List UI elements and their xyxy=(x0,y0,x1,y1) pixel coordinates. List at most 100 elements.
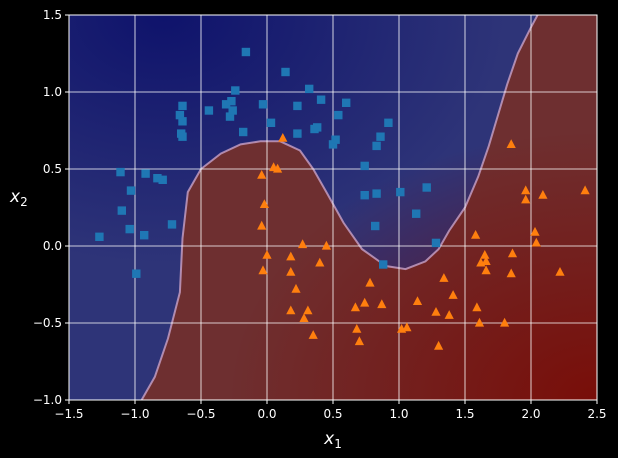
class-0-point xyxy=(158,175,167,184)
class-0-point xyxy=(328,140,338,149)
class-0-point xyxy=(334,110,343,120)
class-1-point xyxy=(352,324,362,333)
x-tick-label: 2.0 xyxy=(521,407,540,421)
class-0-point xyxy=(132,269,141,278)
class-1-point xyxy=(303,305,313,315)
class-1-point xyxy=(474,317,485,327)
class-1-point xyxy=(538,190,548,199)
class-1-point xyxy=(472,302,482,312)
y-tick-label: 0.5 xyxy=(43,162,62,176)
class-1-point xyxy=(481,256,491,265)
class-0-point xyxy=(221,100,231,109)
class-0-point xyxy=(241,47,251,57)
class-1-point xyxy=(500,317,510,327)
class-0-point xyxy=(266,118,276,127)
class-0-point xyxy=(178,101,187,111)
class-0-point xyxy=(231,86,240,95)
class-0-point xyxy=(372,189,381,198)
class-1-point xyxy=(507,248,518,258)
class-0-point xyxy=(422,183,431,192)
class-1-point xyxy=(531,237,541,247)
class-1-point xyxy=(286,267,296,276)
class-1-point xyxy=(262,250,272,259)
class-0-point xyxy=(379,260,388,269)
class-0-point xyxy=(258,100,268,109)
class-0-point xyxy=(396,187,405,197)
y-tick-label: −1.0 xyxy=(33,393,62,407)
x-tick-label: 1.0 xyxy=(389,407,408,421)
class-0-point xyxy=(228,106,237,115)
class-1-point xyxy=(354,336,364,346)
class-0-point xyxy=(167,220,177,229)
class-1-point xyxy=(257,170,267,179)
class-1-point xyxy=(377,299,387,309)
class-1-point xyxy=(434,340,444,350)
y-tick-label: 1.0 xyxy=(43,85,62,99)
y-tick-label: 1.5 xyxy=(43,8,62,22)
class-0-point xyxy=(153,174,162,183)
class-1-point xyxy=(402,322,412,332)
class-0-point xyxy=(376,132,385,141)
class-1-point xyxy=(448,290,458,299)
class-0-point xyxy=(116,167,125,177)
class-1-point xyxy=(321,240,331,250)
y-axis-label: x2 xyxy=(9,187,28,209)
class-0-point xyxy=(293,129,302,138)
class-0-point xyxy=(175,110,185,120)
class-0-point xyxy=(225,112,235,121)
class-0-point xyxy=(412,209,421,218)
class-0-point xyxy=(178,132,187,141)
class-0-point xyxy=(117,206,126,215)
class-0-point xyxy=(239,127,248,137)
class-1-point xyxy=(506,268,516,278)
x-tick-label: −1.5 xyxy=(54,407,83,421)
class-0-point xyxy=(371,221,380,231)
class-1-point xyxy=(365,277,375,287)
y-tick-label: −0.5 xyxy=(33,316,62,330)
class-1-point xyxy=(480,250,490,259)
class-1-point xyxy=(258,265,268,275)
class-0-point xyxy=(372,141,381,151)
class-1-point xyxy=(291,283,301,293)
class-0-point xyxy=(305,84,314,94)
class-0-point xyxy=(227,97,236,106)
class-0-point xyxy=(342,98,351,107)
x-tick-label: 0.5 xyxy=(323,407,342,421)
class-1-point xyxy=(308,330,318,339)
class-0-point xyxy=(178,117,187,126)
class-0-point xyxy=(95,232,104,241)
class-0-point xyxy=(384,118,393,127)
class-0-point xyxy=(141,169,150,178)
class-1-point xyxy=(299,313,309,322)
class-1-point xyxy=(481,265,491,275)
class-0-point xyxy=(360,161,369,171)
x-axis-label: x1 xyxy=(323,429,342,451)
class-1-point xyxy=(315,257,325,267)
class-1-point xyxy=(286,251,296,261)
class-1-point xyxy=(506,139,516,148)
class-1-point xyxy=(530,226,540,236)
class-1-point xyxy=(431,307,441,316)
class-0-point xyxy=(331,135,340,144)
class-0-point xyxy=(431,238,441,248)
decision-boundary xyxy=(140,15,539,400)
axis-ticks: −1.5 −1.0 −0.5 0.0 0.5 1.0 1.5 2.0 2.5−1.0−0.50.… xyxy=(33,8,607,421)
class-0-point xyxy=(360,191,369,200)
x-tick-label: 1.5 xyxy=(455,407,474,421)
class-1-point xyxy=(439,273,449,282)
class-1-point xyxy=(360,297,370,307)
class-0-point xyxy=(204,106,214,115)
y-tick-label: 0.0 xyxy=(43,239,62,253)
class-1-point xyxy=(350,302,360,312)
x-tick-label: 0.0 xyxy=(257,407,276,421)
class-1-point xyxy=(259,199,269,208)
class-1-point xyxy=(521,194,531,204)
class-1-point xyxy=(278,133,288,142)
class-1-point xyxy=(412,296,423,305)
class-0-point xyxy=(281,67,290,77)
x-tick-label: −0.5 xyxy=(186,407,215,421)
class-1-point xyxy=(298,239,308,249)
class-1-point xyxy=(286,305,296,315)
class-0-point xyxy=(313,123,322,132)
